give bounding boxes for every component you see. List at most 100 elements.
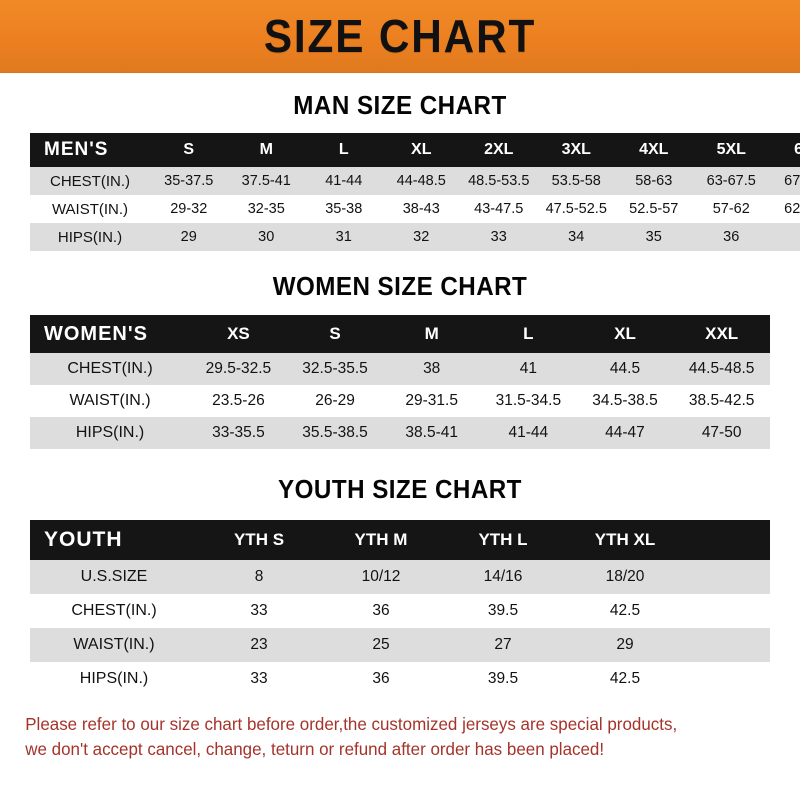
- women-col-header-xxl: XXL: [705, 324, 739, 343]
- youth-size-table: YOUTH YTH S YTH M YTH L YTH XL U.S.SIZE …: [30, 520, 770, 696]
- women-waist-s: 26-29: [315, 392, 355, 409]
- women-hips-m: 38.5-41: [405, 424, 458, 441]
- youth-col-header-m: YTH M: [354, 530, 408, 549]
- footer-disclaimer: Please refer to our size chart before or…: [0, 712, 776, 762]
- man-chest-4xl: 58-63: [635, 173, 673, 189]
- man-waist-6xl: 62-66.5: [784, 201, 800, 217]
- man-col-header-2xl: 2XL: [484, 141, 514, 158]
- youth-row-label-header: YOUTH: [44, 528, 123, 551]
- women-col-header-xs: XS: [227, 324, 250, 343]
- man-hips-2xl: 33: [490, 229, 507, 245]
- youth-chest-s: 33: [250, 602, 268, 619]
- man-hips-4xl: 35: [645, 229, 662, 245]
- man-waist-4xl: 52.5-57: [629, 201, 679, 217]
- youth-chest-l: 39.5: [487, 602, 519, 619]
- women-section-title: WOMEN SIZE CHART: [272, 271, 528, 301]
- youth-row-label-chest: CHEST(IN.): [71, 602, 157, 619]
- man-col-header-l: L: [338, 141, 349, 158]
- youth-hips-xl: 42.5: [609, 670, 641, 687]
- youth-table-body: U.S.SIZE 8 10/12 14/16 18/20 CHEST(IN.) …: [30, 560, 770, 696]
- man-section-title: MAN SIZE CHART: [293, 90, 507, 120]
- man-chest-6xl: 67.5-72: [784, 173, 800, 189]
- man-chest-5xl: 63-67.5: [706, 173, 756, 189]
- man-table-head: MEN'S S M L XL 2XL 3XL 4XL 5XL 6XL: [30, 133, 800, 167]
- youth-section-title: YOUTH SIZE CHART: [278, 474, 522, 504]
- table-row: WAIST(IN.) 29-32 32-35 35-38 38-43 43-47…: [30, 195, 800, 223]
- man-waist-l: 35-38: [325, 201, 363, 217]
- table-row: CHEST(IN.) 29.5-32.5 32.5-35.5 38 41 44.…: [30, 353, 770, 385]
- man-hips-5xl: 36: [723, 229, 740, 245]
- man-col-header-s: S: [183, 141, 195, 158]
- man-size-table: MEN'S S M L XL 2XL 3XL 4XL 5XL 6XL CHEST…: [30, 133, 800, 251]
- women-table-head: WOMEN'S XS S M L XL XXL: [30, 315, 770, 353]
- women-chest-xs: 29.5-32.5: [205, 360, 272, 377]
- women-hips-s: 35.5-38.5: [302, 424, 368, 441]
- youth-cell-spacer: [686, 662, 770, 696]
- youth-hips-m: 36: [372, 670, 390, 687]
- man-hips-l: 31: [335, 229, 352, 245]
- man-chest-2xl: 48.5-53.5: [468, 173, 530, 189]
- women-row-label-header: WOMEN'S: [44, 322, 148, 345]
- youth-col-header-s: YTH S: [233, 530, 285, 549]
- youth-hips-l: 39.5: [487, 670, 519, 687]
- man-waist-m: 32-35: [247, 201, 285, 217]
- women-waist-xs: 23.5-26: [212, 392, 265, 409]
- table-row: HIPS(IN.) 33 36 39.5 42.5: [30, 662, 770, 696]
- man-col-header-4xl: 4XL: [639, 141, 669, 158]
- man-col-header-6xl: 6XL: [794, 141, 800, 158]
- man-row-label-header: MEN'S: [44, 139, 109, 160]
- man-waist-2xl: 43-47.5: [474, 201, 524, 217]
- table-row: HIPS(IN.) 29 30 31 32 33 34 35 36 37: [30, 223, 800, 251]
- women-col-header-m: M: [424, 324, 439, 343]
- women-col-header-l: L: [523, 324, 534, 343]
- women-col-header-s: S: [329, 324, 341, 343]
- women-row-label-waist: WAIST(IN.): [69, 392, 151, 409]
- man-hips-m: 30: [258, 229, 275, 245]
- women-row-label-chest: CHEST(IN.): [67, 360, 153, 377]
- women-table-body: CHEST(IN.) 29.5-32.5 32.5-35.5 38 41 44.…: [30, 353, 770, 449]
- women-chest-xxl: 44.5-48.5: [688, 360, 755, 377]
- table-row: CHEST(IN.) 35-37.5 37.5-41 41-44 44-48.5…: [30, 167, 800, 195]
- youth-cell-spacer: [686, 594, 770, 628]
- youth-waist-xl: 29: [616, 636, 634, 653]
- youth-table-head: YOUTH YTH S YTH M YTH L YTH XL: [30, 520, 770, 560]
- youth-col-header-l: YTH L: [478, 530, 528, 549]
- women-hips-xs: 33-35.5: [212, 424, 265, 441]
- man-chest-l: 41-44: [325, 173, 363, 189]
- man-table-body: CHEST(IN.) 35-37.5 37.5-41 41-44 44-48.5…: [30, 167, 800, 251]
- youth-header-spacer: [686, 520, 770, 560]
- youth-chest-xl: 42.5: [609, 602, 641, 619]
- women-col-header-xl: XL: [614, 324, 636, 343]
- youth-waist-m: 25: [372, 636, 390, 653]
- youth-col-header-xl: YTH XL: [594, 530, 656, 549]
- women-waist-xxl: 38.5-42.5: [688, 392, 755, 409]
- table-header-row: YOUTH YTH S YTH M YTH L YTH XL: [30, 520, 770, 560]
- women-size-table: WOMEN'S XS S M L XL XXL CHEST(IN.) 29.5-…: [30, 315, 770, 449]
- table-row: WAIST(IN.) 23 25 27 29: [30, 628, 770, 662]
- man-hips-3xl: 34: [568, 229, 585, 245]
- women-row-label-hips: HIPS(IN.): [75, 424, 145, 441]
- women-chest-xl: 44.5: [609, 360, 641, 377]
- women-hips-l: 41-44: [508, 424, 549, 441]
- man-hips-6xl: 37: [770, 223, 800, 251]
- women-chest-m: 38: [423, 360, 441, 377]
- man-chest-s: 35-37.5: [164, 173, 214, 189]
- man-waist-5xl: 57-62: [712, 201, 750, 217]
- man-col-header-3xl: 3XL: [561, 141, 591, 158]
- man-row-label-hips: HIPS(IN.): [57, 228, 123, 246]
- youth-cell-spacer: [686, 628, 770, 662]
- women-chest-l: 41: [519, 360, 537, 377]
- youth-row-label-waist: WAIST(IN.): [73, 636, 155, 653]
- man-chest-xl: 44-48.5: [396, 173, 446, 189]
- youth-waist-l: 27: [494, 636, 512, 653]
- man-chest-m: 37.5-41: [241, 173, 291, 189]
- man-col-header-m: M: [259, 141, 273, 158]
- table-header-row: WOMEN'S XS S M L XL XXL: [30, 315, 770, 353]
- page-banner: SIZE CHART: [0, 0, 800, 73]
- women-hips-xl: 44-47: [605, 424, 645, 441]
- youth-ussize-m: 10/12: [361, 568, 401, 585]
- table-row: HIPS(IN.) 33-35.5 35.5-38.5 38.5-41 41-4…: [30, 417, 770, 449]
- youth-hips-s: 33: [250, 670, 268, 687]
- footer-line-2: we don't accept cancel, change, teturn o…: [25, 738, 605, 759]
